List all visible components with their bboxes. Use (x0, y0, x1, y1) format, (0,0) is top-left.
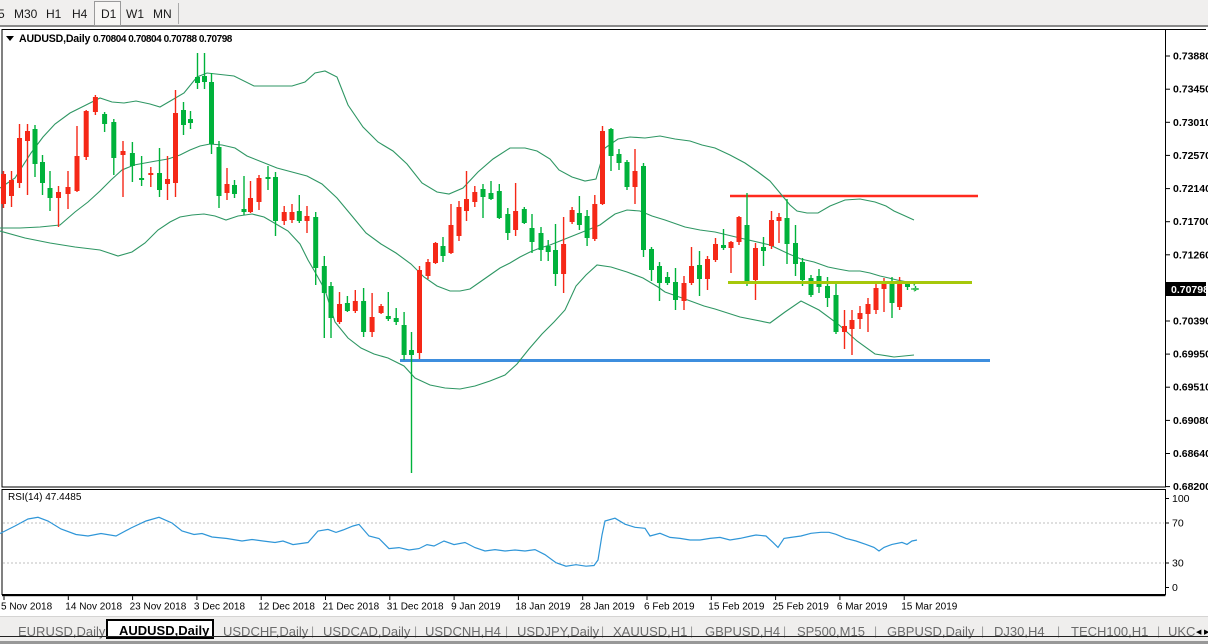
svg-text:0.70798: 0.70798 (1171, 284, 1208, 296)
svg-text:RSI(14) 47.4485: RSI(14) 47.4485 (8, 492, 82, 503)
svg-text:31 Dec 2018: 31 Dec 2018 (387, 602, 444, 613)
svg-text:30: 30 (1172, 558, 1184, 570)
svg-text:70: 70 (1172, 518, 1184, 530)
svg-text:0.73450: 0.73450 (1173, 84, 1208, 96)
svg-text:9 Jan 2019: 9 Jan 2019 (451, 602, 501, 613)
svg-text:0.69080: 0.69080 (1173, 415, 1208, 427)
svg-text:23 Nov 2018: 23 Nov 2018 (130, 602, 187, 613)
svg-text:21 Dec 2018: 21 Dec 2018 (323, 602, 380, 613)
svg-text:15 Feb 2019: 15 Feb 2019 (708, 602, 765, 613)
svg-text:100: 100 (1172, 493, 1190, 505)
svg-text:AUDUSD,Daily 0.70804 0.70804: AUDUSD,Daily 0.70804 0.70804 0.70788 0.7… (19, 33, 233, 45)
svg-text:0: 0 (1172, 582, 1178, 594)
svg-text:0.72140: 0.72140 (1173, 183, 1208, 195)
svg-text:15 Mar 2019: 15 Mar 2019 (901, 602, 958, 613)
svg-text:14 Nov 2018: 14 Nov 2018 (65, 602, 122, 613)
svg-text:0.70390: 0.70390 (1173, 316, 1208, 328)
svg-text:0.73880: 0.73880 (1173, 51, 1208, 63)
svg-text:5 Nov 2018: 5 Nov 2018 (1, 602, 53, 613)
svg-text:18 Jan 2019: 18 Jan 2019 (515, 602, 570, 613)
svg-text:6 Mar 2019: 6 Mar 2019 (837, 602, 888, 613)
svg-text:25 Feb 2019: 25 Feb 2019 (773, 602, 830, 613)
svg-text:0.68640: 0.68640 (1173, 448, 1208, 460)
svg-text:12 Dec 2018: 12 Dec 2018 (258, 602, 315, 613)
svg-text:0.69950: 0.69950 (1173, 349, 1208, 361)
svg-text:0.72570: 0.72570 (1173, 150, 1208, 162)
svg-text:28 Jan 2019: 28 Jan 2019 (580, 602, 635, 613)
svg-text:3 Dec 2018: 3 Dec 2018 (194, 602, 246, 613)
svg-text:0.68200: 0.68200 (1173, 481, 1208, 493)
svg-text:0.71700: 0.71700 (1173, 216, 1208, 228)
svg-text:6 Feb 2019: 6 Feb 2019 (644, 602, 695, 613)
svg-text:0.71260: 0.71260 (1173, 249, 1208, 261)
svg-text:0.73010: 0.73010 (1173, 117, 1208, 129)
svg-text:0.69510: 0.69510 (1173, 382, 1208, 394)
